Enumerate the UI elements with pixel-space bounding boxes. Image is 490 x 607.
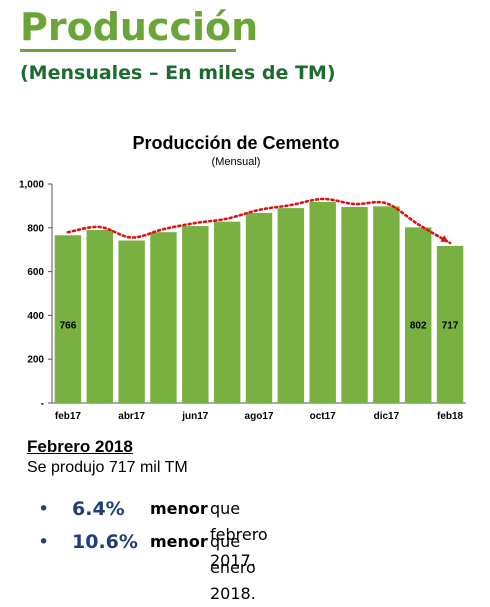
page-title: Producción [20, 5, 259, 49]
cement-production-chart: Producción de Cemento (Mensual) - 200 400 600… [19, 133, 466, 422]
bar-ene18 [405, 227, 432, 403]
bar-jul17 [213, 221, 241, 403]
data-label-feb17: 766 [60, 321, 77, 332]
bar-mar17 [86, 229, 113, 403]
y-tick-label: 200 [27, 355, 44, 366]
x-tick-label: jun17 [181, 411, 209, 422]
bar-abr17 [118, 240, 145, 403]
chart-subtitle: (Mensual) [212, 156, 261, 168]
x-tick-label: oct17 [310, 411, 337, 422]
y-tick-label: 1,000 [19, 180, 44, 191]
summary-heading: Febrero 2018 [27, 437, 133, 456]
chart-title: Producción de Cemento [132, 133, 339, 153]
y-tick-label: - [41, 399, 44, 410]
page-subtitle: (Mensuales – En miles de TM) [20, 62, 336, 84]
title-underline [20, 49, 236, 52]
y-tick-label: 400 [27, 311, 44, 322]
bar-oct17 [309, 201, 336, 403]
bullet-value: 6.4% [72, 498, 125, 520]
bullet-icon: • [38, 531, 50, 553]
bullet-icon: • [38, 498, 50, 520]
y-tick-label: 800 [27, 223, 44, 234]
x-tick-label: feb18 [437, 411, 464, 422]
x-tick-label: dic17 [374, 411, 400, 422]
summary-text: Se produjo 717 mil TM [27, 459, 188, 476]
data-label-feb18: 717 [442, 321, 459, 332]
bar-jun17 [182, 226, 209, 403]
bar-nov17 [341, 206, 368, 403]
bar-ago17 [245, 212, 273, 403]
bullet-word: menor [150, 499, 208, 518]
bullet-rest: que enero 2018. [210, 532, 256, 603]
data-label-ene18: 802 [410, 321, 427, 332]
trend-arrowhead [440, 235, 449, 242]
x-tick-label: feb17 [55, 411, 82, 422]
y-tick-label: 600 [27, 267, 44, 278]
bullet-word: menor [150, 532, 208, 551]
bar-may17 [150, 232, 177, 403]
bar-dic17 [373, 206, 400, 403]
trend-line [66, 197, 452, 245]
bar-feb18 [436, 245, 464, 403]
bar-feb17 [54, 235, 82, 403]
x-tick-label: abr17 [118, 411, 145, 422]
bullet-value: 10.6% [72, 531, 138, 553]
x-tick-label: ago17 [245, 411, 274, 422]
bar-sep17 [277, 208, 305, 403]
